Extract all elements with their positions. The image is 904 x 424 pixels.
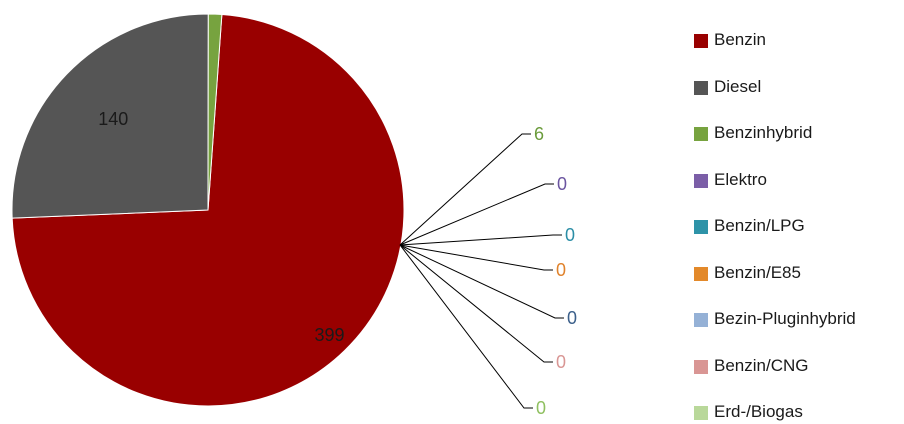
data-label-bezin-pluginhybrid: 0: [567, 308, 577, 328]
pie-slice-diesel: [11, 13, 209, 219]
legend-label: Benzin/LPG: [714, 216, 805, 235]
legend-label: Erd-/Biogas: [714, 402, 803, 421]
leader-line-bezin-pluginhybrid: [399, 244, 564, 319]
legend-swatch: [694, 127, 708, 141]
legend-label: Benzin/CNG: [714, 355, 809, 375]
legend-label: Diesel: [714, 76, 762, 96]
legend-swatch: [694, 80, 708, 95]
data-label-diesel: 140: [98, 109, 128, 129]
legend-swatch: [694, 313, 708, 327]
data-label-erd-biogas: 0: [536, 398, 546, 414]
data-label-benzin-lpg: 0: [565, 225, 575, 245]
leader-line-elektro: [399, 183, 554, 246]
data-label-benzin: 399: [315, 325, 345, 345]
legend-label: Benzin/E85: [714, 262, 801, 282]
data-label-benzinhybrid: 6: [534, 124, 544, 144]
pie-slice-benzinhybrid: [207, 13, 223, 211]
leader-line-benzin-e85: [399, 244, 553, 271]
legend-label: Bezin-Pluginhybrid: [714, 309, 856, 328]
leader-line-benzin-lpg: [399, 234, 562, 246]
leader-line-benzin-cng: [399, 244, 553, 363]
pie-chart: 399 140 6 0 0 0 0 0 0: [11, 13, 577, 414]
legend-label: Benzin: [714, 30, 766, 49]
legend-swatch: [694, 220, 708, 234]
legend-swatch: [694, 173, 708, 188]
legend-swatch: [694, 34, 708, 48]
legend-swatch: [694, 359, 708, 374]
legend-swatch: [694, 266, 708, 281]
legend-label: Elektro: [714, 169, 767, 189]
legend-swatch: [694, 406, 708, 420]
data-label-elektro: 0: [557, 174, 567, 194]
leader-line-benzinhybrid: [399, 133, 531, 246]
data-label-benzin-e85: 0: [556, 260, 566, 280]
data-label-benzin-cng: 0: [556, 352, 566, 372]
legend-label: Benzinhybrid: [714, 123, 813, 142]
leader-line-erd-biogas: [399, 244, 533, 409]
